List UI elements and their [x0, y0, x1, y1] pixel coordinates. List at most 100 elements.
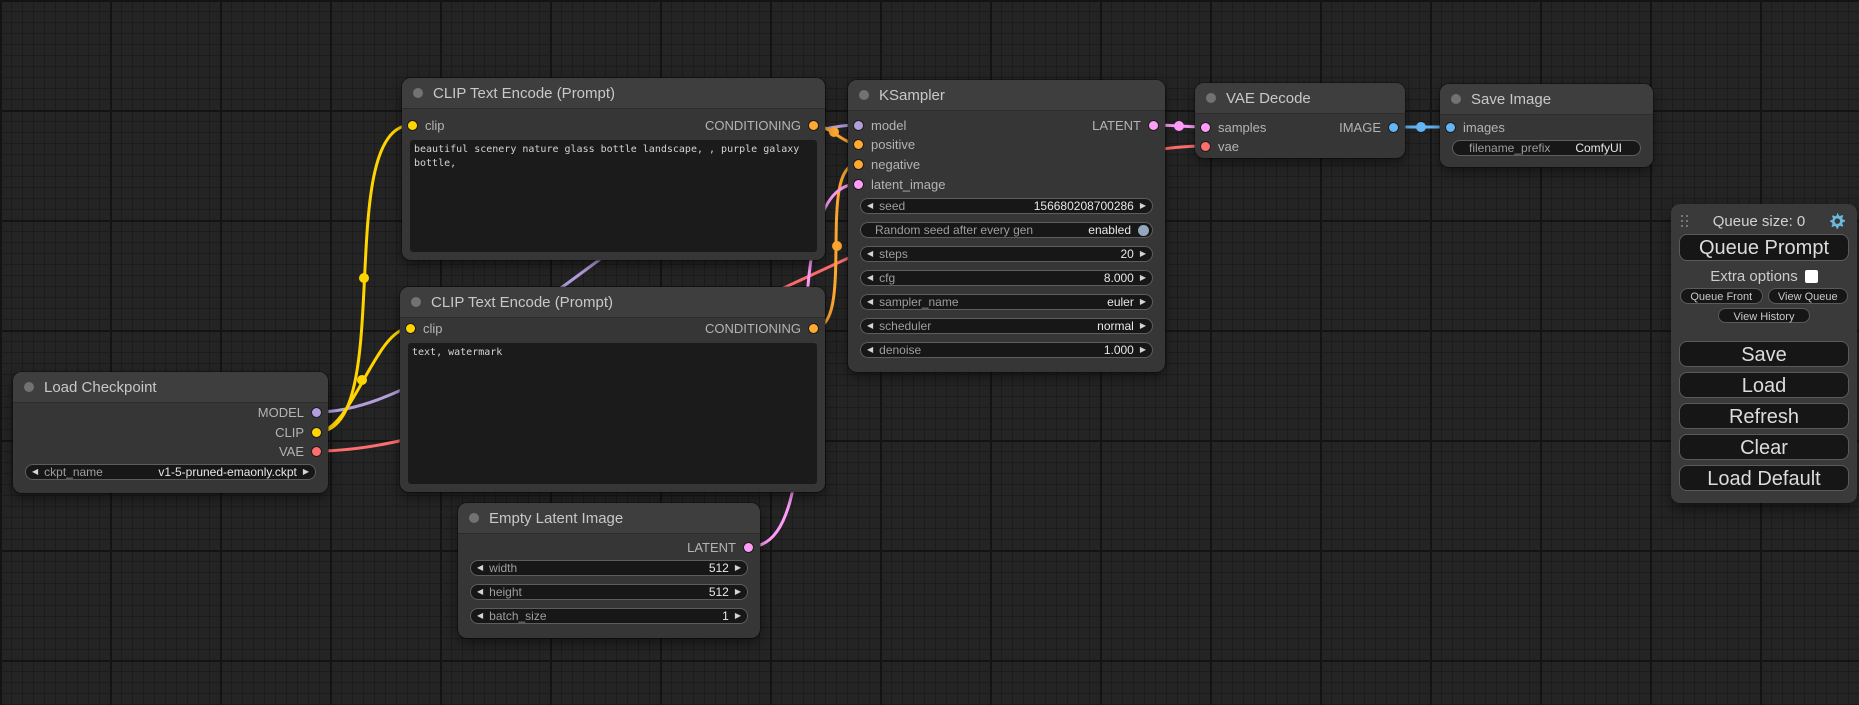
VAE-output-port[interactable]: [312, 446, 321, 456]
latent_image-input-port[interactable]: [854, 179, 863, 189]
link-midpoint-dot[interactable]: [1416, 122, 1426, 132]
MODEL-output-port[interactable]: [312, 407, 321, 417]
input-slot-positive[interactable]: positive: [854, 136, 915, 152]
images-input-port[interactable]: [1446, 122, 1455, 132]
arrow-left-icon[interactable]: ◀: [867, 201, 874, 210]
refresh-button[interactable]: Refresh: [1679, 403, 1849, 429]
arrow-left-icon[interactable]: ◀: [477, 587, 484, 596]
output-slot-LATENT[interactable]: LATENT: [1092, 117, 1158, 133]
queue-front-button[interactable]: Queue Front: [1680, 288, 1763, 304]
input-slot-model[interactable]: model: [854, 117, 906, 133]
link-midpoint-dot[interactable]: [1174, 121, 1184, 131]
widget-scheduler[interactable]: ◀ scheduler normal ▶: [860, 318, 1153, 334]
widget-steps[interactable]: ◀ steps 20 ▶: [860, 246, 1153, 262]
node-load-checkpoint[interactable]: Load Checkpoint MODEL CLIP VAE ◀ ckpt_name v1-…: [13, 372, 328, 493]
input-slot-images[interactable]: images: [1446, 119, 1505, 135]
node-ksampler[interactable]: KSampler model positive negative latent_imag…: [848, 80, 1165, 372]
input-slot-vae[interactable]: vae: [1201, 138, 1239, 154]
link-midpoint-dot[interactable]: [832, 241, 842, 251]
view-history-button[interactable]: View History: [1718, 308, 1810, 323]
input-slot-negative[interactable]: negative: [854, 156, 920, 172]
arrow-left-icon[interactable]: ◀: [477, 563, 484, 572]
arrow-right-icon[interactable]: ▶: [302, 467, 309, 476]
widget-cfg[interactable]: ◀ cfg 8.000 ▶: [860, 270, 1153, 286]
clip-input-port[interactable]: [408, 120, 417, 130]
input-slot-latent_image[interactable]: latent_image: [854, 176, 945, 192]
arrow-right-icon[interactable]: ▶: [1139, 345, 1146, 354]
widget-width[interactable]: ◀ width 512 ▶: [470, 560, 748, 576]
samples-input-port[interactable]: [1201, 122, 1210, 132]
LATENT-output-port[interactable]: [744, 542, 753, 552]
link-midpoint-dot[interactable]: [829, 127, 839, 137]
extra-options-checkbox[interactable]: [1804, 270, 1818, 283]
IMAGE-output-port[interactable]: [1389, 122, 1398, 132]
arrow-right-icon[interactable]: ▶: [1139, 273, 1146, 282]
arrow-left-icon[interactable]: ◀: [32, 467, 39, 476]
prompt-textarea[interactable]: beautiful scenery nature glass bottle la…: [410, 140, 817, 252]
LATENT-output-port[interactable]: [1149, 120, 1158, 130]
arrow-right-icon[interactable]: ▶: [734, 563, 741, 572]
link-midpoint-dot[interactable]: [359, 273, 369, 283]
prompt-textarea[interactable]: text, watermark: [408, 343, 817, 484]
clear-button[interactable]: Clear: [1679, 434, 1849, 460]
arrow-left-icon[interactable]: ◀: [867, 321, 874, 330]
output-slot-LATENT[interactable]: LATENT: [687, 539, 753, 555]
widget-random-seed-after-every-gen[interactable]: Random seed after every gen enabled: [860, 222, 1153, 238]
arrow-left-icon[interactable]: ◀: [867, 249, 874, 258]
node-empty-latent[interactable]: Empty Latent Image LATENT ◀ width 512 ▶ ◀ heigh…: [458, 503, 760, 638]
positive-input-port[interactable]: [854, 139, 863, 149]
arrow-left-icon[interactable]: ◀: [867, 297, 874, 306]
arrow-right-icon[interactable]: ▶: [1139, 249, 1146, 258]
input-slot-clip[interactable]: clip: [408, 117, 445, 133]
widget-height[interactable]: ◀ height 512 ▶: [470, 584, 748, 600]
collapse-dot-icon[interactable]: [1206, 93, 1216, 103]
node-vae-decode[interactable]: VAE Decode samples vae IMAGE: [1195, 83, 1405, 158]
collapse-dot-icon[interactable]: [413, 88, 423, 98]
widget-ckpt_name[interactable]: ◀ ckpt_name v1-5-pruned-emaonly.ckpt ▶: [25, 464, 316, 480]
queue-prompt-button[interactable]: Queue Prompt: [1679, 234, 1849, 261]
collapse-dot-icon[interactable]: [24, 382, 34, 392]
arrow-right-icon[interactable]: ▶: [1139, 201, 1146, 210]
CONDITIONING-output-port[interactable]: [809, 120, 818, 130]
collapse-dot-icon[interactable]: [1451, 94, 1461, 104]
arrow-left-icon[interactable]: ◀: [867, 273, 874, 282]
output-slot-CONDITIONING[interactable]: CONDITIONING: [705, 320, 818, 336]
view-queue-button[interactable]: View Queue: [1767, 288, 1848, 304]
output-slot-MODEL[interactable]: MODEL: [258, 404, 321, 420]
vae-input-port[interactable]: [1201, 141, 1210, 151]
output-slot-CONDITIONING[interactable]: CONDITIONING: [705, 117, 818, 133]
save-button[interactable]: Save: [1679, 341, 1849, 367]
load-button[interactable]: Load: [1679, 372, 1849, 398]
input-slot-clip[interactable]: clip: [406, 320, 443, 336]
widget-sampler_name[interactable]: ◀ sampler_name euler ▶: [860, 294, 1153, 310]
widget-denoise[interactable]: ◀ denoise 1.000 ▶: [860, 342, 1153, 358]
arrow-left-icon[interactable]: ◀: [477, 611, 484, 620]
output-slot-IMAGE[interactable]: IMAGE: [1339, 119, 1398, 135]
widget-seed[interactable]: ◀ seed 156680208700286 ▶: [860, 198, 1153, 214]
negative-input-port[interactable]: [854, 159, 863, 169]
CLIP-output-port[interactable]: [312, 427, 321, 437]
model-input-port[interactable]: [854, 120, 863, 130]
arrow-left-icon[interactable]: ◀: [867, 345, 874, 354]
arrow-right-icon[interactable]: ▶: [1139, 321, 1146, 330]
collapse-dot-icon[interactable]: [469, 513, 479, 523]
arrow-right-icon[interactable]: ▶: [734, 611, 741, 620]
toggle-dot-icon[interactable]: [1138, 224, 1149, 236]
node-clip-positive[interactable]: CLIP Text Encode (Prompt) clip CONDITIONIN…: [402, 78, 825, 260]
collapse-dot-icon[interactable]: [859, 90, 869, 100]
drag-handle-icon[interactable]: [1681, 214, 1689, 228]
load-default-button[interactable]: Load Default: [1679, 465, 1849, 491]
settings-gear-icon[interactable]: [1829, 212, 1847, 230]
node-clip-negative[interactable]: CLIP Text Encode (Prompt) clip CONDITIONIN…: [400, 287, 825, 492]
arrow-right-icon[interactable]: ▶: [1139, 297, 1146, 306]
widget-filename_prefix[interactable]: filename_prefix ComfyUI: [1452, 140, 1641, 156]
collapse-dot-icon[interactable]: [411, 297, 421, 307]
widget-batch_size[interactable]: ◀ batch_size 1 ▶: [470, 608, 748, 624]
node-save-image[interactable]: Save Image images filename_prefix ComfyUI: [1440, 84, 1653, 167]
clip-input-port[interactable]: [406, 323, 415, 333]
CONDITIONING-output-port[interactable]: [809, 323, 818, 333]
arrow-right-icon[interactable]: ▶: [734, 587, 741, 596]
output-slot-VAE[interactable]: VAE: [279, 443, 321, 459]
output-slot-CLIP[interactable]: CLIP: [275, 424, 321, 440]
